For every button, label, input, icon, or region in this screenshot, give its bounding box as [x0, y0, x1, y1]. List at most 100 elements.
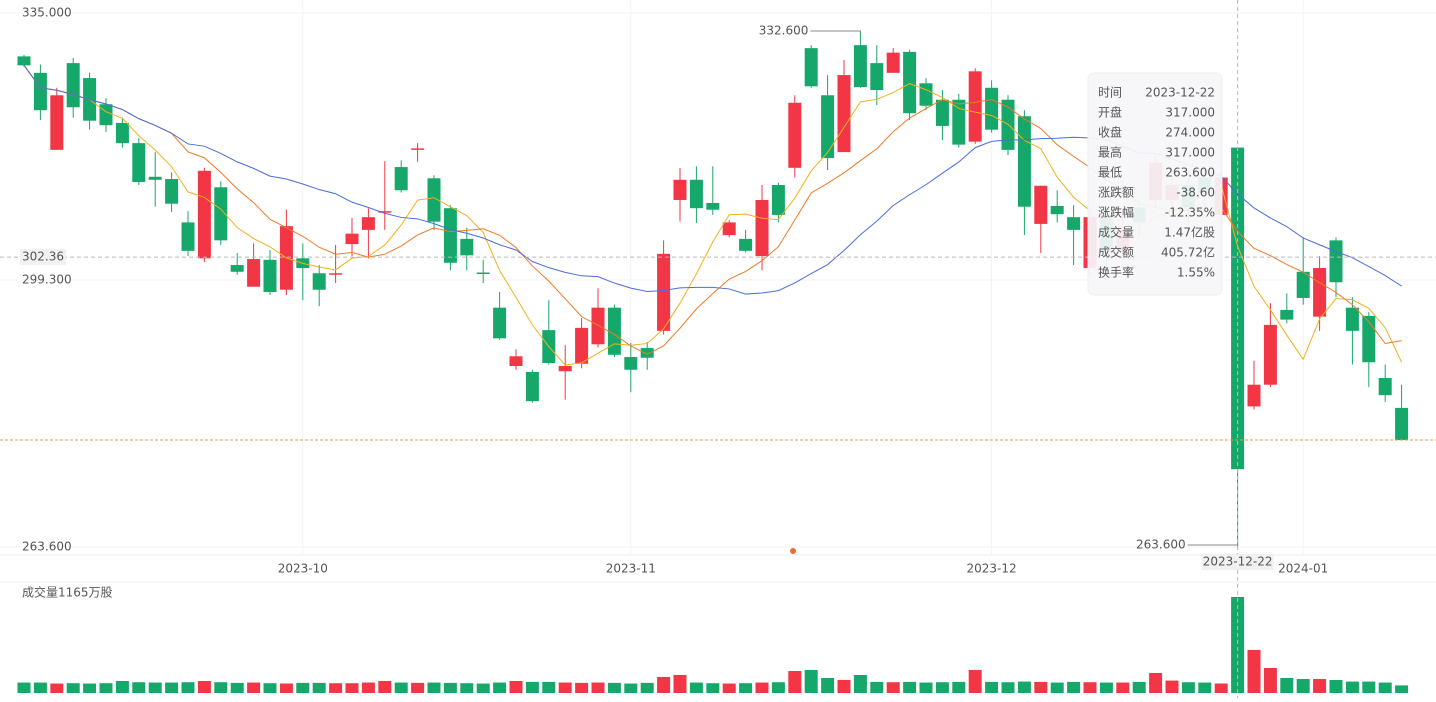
volume-bar — [804, 670, 818, 693]
volume-bar — [755, 682, 769, 693]
volume-bar — [591, 682, 605, 693]
candle-body — [411, 148, 425, 150]
candle-body — [1067, 217, 1081, 230]
volume-bar — [493, 682, 507, 693]
candle-body — [66, 63, 80, 108]
volume-bar — [230, 682, 244, 693]
candle-body — [378, 211, 392, 213]
candle-body — [804, 48, 818, 87]
volume-bar — [247, 682, 261, 693]
volume-bar — [673, 674, 687, 693]
x-tick-label: 2023-10 — [278, 562, 328, 576]
volume-bar — [279, 683, 293, 693]
candle-body — [509, 356, 523, 367]
volume-label: 成交量1165万股 — [22, 585, 113, 600]
tooltip-key: 收盘 — [1098, 125, 1122, 140]
candle-body — [427, 178, 441, 222]
candle-body — [1362, 315, 1376, 363]
candle-body — [329, 273, 343, 275]
y-tick-label: 263.600 — [22, 540, 72, 554]
candle-body — [607, 307, 621, 355]
candle-body — [689, 179, 703, 209]
tooltip-value: 2023-12-22 — [1145, 86, 1215, 100]
volume-bar — [1362, 681, 1376, 693]
candle-body — [476, 272, 490, 275]
candle-body — [968, 71, 982, 142]
high-leader — [810, 30, 861, 33]
volume-bar — [575, 682, 589, 693]
volume-bar — [1296, 679, 1310, 693]
candle-body — [657, 253, 671, 331]
candle-body — [148, 176, 162, 180]
candle-body — [886, 52, 900, 73]
candle-body — [640, 348, 654, 358]
volume-bar — [525, 681, 539, 693]
tooltip-value: 317.000 — [1165, 106, 1215, 120]
volume-bar — [640, 682, 654, 693]
candle-body — [165, 179, 179, 204]
volume-bar — [853, 674, 867, 693]
candle-body — [50, 95, 64, 150]
volume-bar — [296, 682, 310, 693]
volume-bar — [50, 683, 64, 693]
x-tick-label: 2023-11 — [606, 562, 656, 576]
tooltip-value: 263.600 — [1165, 166, 1215, 180]
volume-bar — [1017, 681, 1031, 693]
tooltip-key: 成交量 — [1098, 225, 1134, 240]
volume-bar — [870, 681, 884, 693]
volume-bar — [1083, 682, 1097, 693]
volume-bar — [33, 682, 47, 693]
candle-body — [1395, 407, 1409, 441]
x-tick-label: 2023-12 — [967, 562, 1017, 576]
candle-body — [263, 259, 277, 292]
volume-bar — [1001, 682, 1015, 693]
volume-bar — [771, 682, 785, 693]
volume-bar — [1149, 673, 1163, 693]
candle-body — [591, 307, 605, 345]
x-tick-label: 2024-01 — [1278, 562, 1328, 576]
candle-body — [821, 95, 835, 159]
y-tick-label: 335.000 — [22, 6, 72, 20]
volume-bar — [607, 682, 621, 693]
volume-bar — [1263, 667, 1277, 693]
candle-body — [181, 222, 195, 251]
volume-bar — [99, 683, 113, 693]
candle-body — [1313, 268, 1327, 317]
volume-bar — [17, 682, 31, 693]
volume-bar — [378, 680, 392, 693]
volume-bar — [985, 681, 999, 693]
volume-bar — [1067, 681, 1081, 693]
candle-body — [115, 122, 129, 144]
volume-bar — [427, 682, 441, 693]
volume-bar — [1198, 682, 1212, 693]
volume-bar — [952, 681, 966, 693]
candle-body — [33, 72, 47, 111]
volume-bar — [329, 683, 343, 693]
candle-body — [1050, 205, 1064, 215]
candle-body — [17, 56, 31, 66]
volume-bar — [1247, 649, 1261, 693]
tooltip-key: 涨跌额 — [1098, 185, 1134, 200]
volume-bar — [1395, 685, 1409, 693]
volume-bar — [1050, 682, 1064, 693]
candle-body — [755, 199, 769, 257]
low-label: 263.600 — [1136, 538, 1186, 552]
tooltip: 时间 2023-12-22 开盘 317.000 收盘 274.000 最高 317.000 最… — [1087, 72, 1223, 296]
candle-body — [935, 99, 949, 126]
candle-body — [771, 185, 785, 215]
y-tick-label: 299.300 — [22, 273, 72, 287]
volume-bar — [821, 677, 835, 693]
candle-body — [1034, 185, 1048, 224]
candle-body — [739, 238, 753, 251]
candle-body — [312, 273, 326, 290]
volume-bar — [197, 680, 211, 693]
candle-body — [624, 357, 638, 370]
candle-body — [460, 238, 474, 256]
volume-bar — [968, 670, 982, 693]
volume-bar — [509, 680, 523, 693]
tooltip-value: 405.72亿 — [1161, 245, 1215, 260]
volume-bar — [903, 681, 917, 693]
tooltip-key: 开盘 — [1098, 105, 1122, 120]
